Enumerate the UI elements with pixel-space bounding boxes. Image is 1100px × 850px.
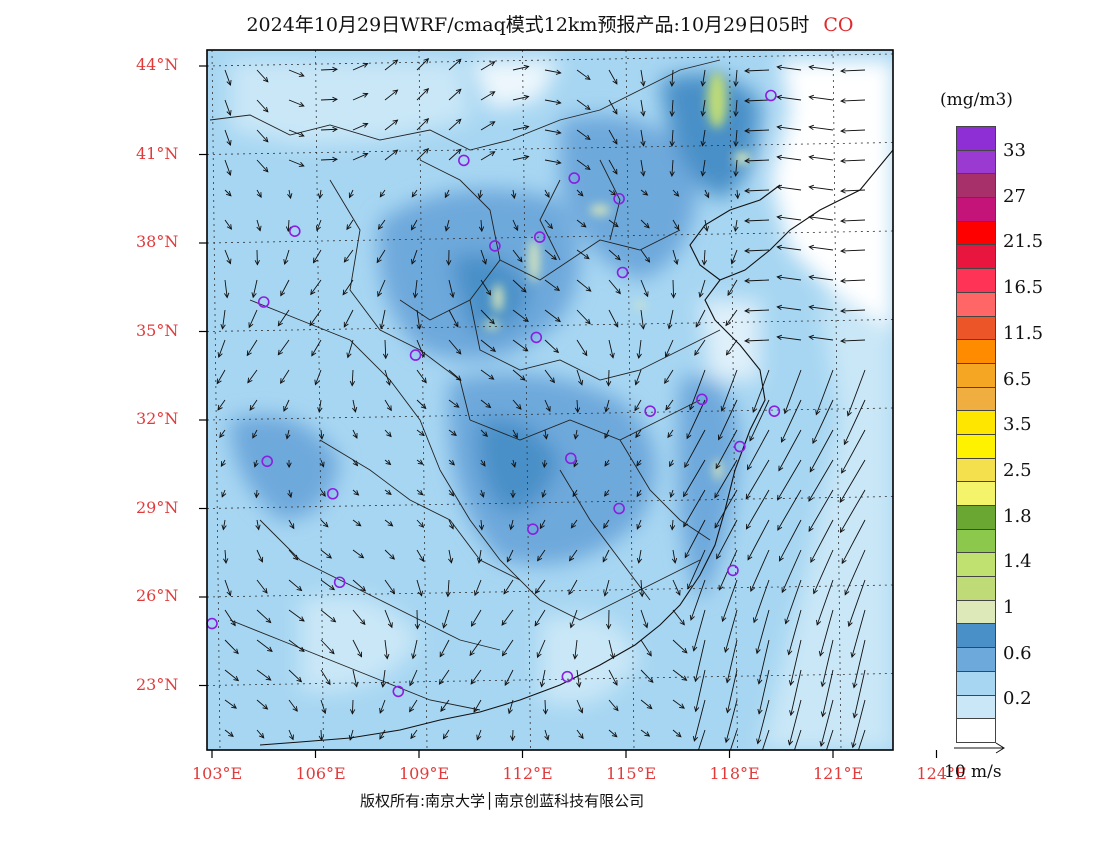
concentration-field (207, 50, 893, 750)
colorbar-label: 0.6 (1003, 642, 1032, 664)
colorbar-swatch (956, 528, 996, 553)
colorbar-swatch (956, 718, 996, 743)
colorbar-swatch (956, 481, 996, 505)
monitoring-stations (206, 89, 781, 698)
station-marker (392, 685, 405, 698)
station-marker (613, 192, 625, 205)
station-marker (734, 440, 746, 453)
reference-vector-label: 10 m/s (944, 762, 1002, 782)
colorbar-label: 3.5 (1003, 414, 1032, 436)
lat-lon-grid (207, 50, 893, 750)
colorbar-swatch (956, 410, 996, 434)
colorbar-label: 33 (1003, 140, 1026, 161)
station-marker (696, 393, 708, 406)
lat-label: 23°N (136, 674, 179, 694)
colorbar-swatch (956, 670, 996, 695)
colorbar-swatch (956, 126, 996, 150)
colorbar-label: 1.8 (1003, 505, 1032, 527)
map-frame (206, 49, 894, 751)
colorbar-label: 11.5 (1003, 322, 1044, 344)
lon-label: 124°E (916, 764, 967, 783)
colorbar-label: 21.5 (1003, 231, 1044, 253)
lat-label: 32°N (136, 409, 179, 428)
station-marker (409, 349, 422, 361)
title-text: 2024年10月29日WRF/cmaq模式12km预报产品:10月29日05时 (246, 14, 810, 36)
station-marker (533, 231, 546, 243)
station-marker (530, 331, 543, 344)
colorbar-swatch (956, 244, 996, 269)
lat-label: 29°N (136, 497, 179, 517)
colorbar-label: 0.2 (1003, 688, 1032, 710)
colorbar-swatch (956, 505, 996, 529)
lon-label: 115°E (606, 764, 657, 783)
station-marker (727, 564, 739, 577)
copyright-text: 版权所有:南京大学│南京创蓝科技有限公司 (360, 792, 645, 810)
colorbar-swatch (956, 197, 996, 221)
station-marker (644, 405, 656, 417)
colorbar-swatch (956, 552, 996, 577)
colorbar-swatch (956, 220, 996, 245)
station-marker (257, 296, 270, 308)
station-marker (613, 502, 625, 515)
lon-label: 109°E (399, 764, 450, 783)
species-label: CO (823, 14, 854, 36)
colorbar-label: 16.5 (1003, 277, 1044, 299)
lat-label: 44°N (136, 55, 179, 74)
lon-label: 112°E (502, 764, 553, 783)
station-marker (768, 405, 781, 417)
station-marker (527, 523, 539, 535)
colorbar-swatch (956, 268, 996, 292)
lon-label: 121°E (813, 764, 864, 783)
station-marker (765, 89, 777, 102)
colorbar-swatch (956, 291, 996, 316)
station-marker (616, 266, 629, 279)
lat-label: 41°N (136, 143, 179, 163)
lat-label: 26°N (136, 586, 179, 605)
station-marker (561, 670, 574, 683)
colorbar-label: 2.5 (1003, 459, 1032, 481)
colorbar-swatch (956, 386, 996, 411)
station-marker (326, 487, 339, 500)
map-title: 2024年10月29日WRF/cmaq模式12km预报产品:10月29日05时 C… (0, 10, 1100, 37)
colorbar-label: 1.4 (1003, 551, 1032, 573)
colorbar (956, 126, 996, 743)
colorbar-swatch (956, 433, 996, 458)
colorbar-label: 1 (1003, 597, 1015, 618)
colorbar-swatch (956, 315, 996, 340)
lon-label: 103°E (192, 764, 243, 783)
station-marker (458, 154, 470, 167)
colorbar-swatch (956, 599, 996, 624)
station-marker (333, 576, 346, 589)
lat-label: 38°N (136, 232, 179, 251)
lat-label: 35°N (136, 320, 179, 340)
colorbar-swatch (956, 576, 996, 600)
colorbar-label: 6.5 (1003, 368, 1032, 390)
station-marker (261, 455, 274, 468)
colorbar-swatch (956, 339, 996, 363)
colorbar-swatch (956, 623, 996, 648)
lon-label: 106°E (295, 764, 346, 783)
station-marker (564, 452, 577, 465)
colorbar-swatch (956, 173, 996, 198)
province-borders (209, 59, 721, 711)
colorbar-swatch (956, 647, 996, 671)
station-marker (288, 225, 301, 237)
colorbar-unit: (mg/m3) (940, 90, 1013, 110)
reference-vector-arrow (954, 742, 1005, 754)
colorbar-swatch (956, 149, 996, 174)
station-marker (489, 240, 501, 252)
colorbar-swatch (956, 694, 996, 719)
colorbar-swatch (956, 457, 996, 482)
lon-label: 118°E (709, 764, 760, 783)
colorbar-label: 27 (1003, 185, 1026, 207)
colorbar-swatch (956, 362, 996, 387)
station-marker (568, 172, 581, 184)
wind-vectors (216, 58, 866, 750)
axis-ticks (199, 65, 938, 758)
